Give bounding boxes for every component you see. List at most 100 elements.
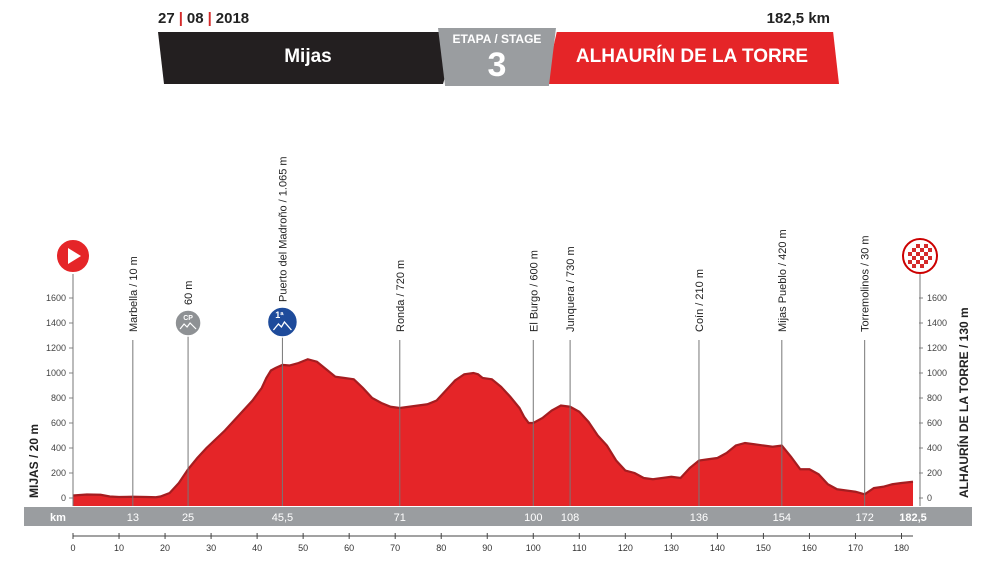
checkered-flag-square [908,260,912,264]
x-tick-label: 110 [572,543,586,553]
x-tick-label: 150 [756,543,771,553]
date-year: 2018 [215,10,250,27]
kom-mountain-glyph [272,320,292,331]
checkered-flag-square [908,252,912,256]
y-tick-label-right: 1000 [927,368,947,378]
checkered-flag-square [912,256,916,260]
date-day: 27 [158,10,175,27]
y-tick-label-right: 1200 [927,343,947,353]
y-axis-label-right: ALHAURÍN DE LA TORRE / 130 m [956,307,971,498]
x-tick-label: 140 [710,543,725,553]
sprint-icon [174,309,202,337]
checkered-flag-square [920,264,924,268]
waypoint-label: 60 m [183,281,195,305]
y-tick-label-right: 400 [927,443,942,453]
waypoint-label: Torremolinos / 30 m [860,235,872,332]
waypoint-label: Marbella / 10 m [128,256,140,332]
checkered-flag-square [920,248,924,252]
kom-icon-label: 1ª [275,310,284,320]
x-tick-label: 160 [802,543,817,553]
waypoint-label: Junquera / 730 m [565,246,577,332]
y-tick-label-right: 1600 [927,293,947,303]
stage-badge: ETAPA / STAGE 3 [438,28,556,86]
finish-city: ALHAURÍN DE LA TORRE [575,46,809,67]
y-tick-label-right: 0 [927,493,932,503]
x-tick-label: 70 [390,543,400,553]
stage-date: 27 | 08 | 2018 [158,10,249,27]
y-tick-label-left: 200 [51,468,66,478]
y-tick-label-left: 1200 [46,343,66,353]
y-tick-label-left: 600 [51,418,66,428]
sprint-mountain-glyph [179,322,197,330]
waypoint-label: Coín / 210 m [694,269,706,332]
x-tick-label: 40 [252,543,262,553]
km-ribbon-mark: 136 [690,512,708,524]
checkered-flag-square [924,252,928,256]
date-month: 08 [186,10,204,27]
x-tick-label: 10 [114,543,124,553]
y-tick-label-right: 800 [927,393,942,403]
stage-distance: 182,5 km [766,10,830,27]
x-tick-label: 20 [160,543,170,553]
km-ribbon-mark: 45,5 [272,512,293,524]
checkered-flag-square [924,260,928,264]
km-ribbon-mark: 172 [855,512,873,524]
y-tick-label-left: 1600 [46,293,66,303]
start-city: Mijas [284,46,332,67]
km-ribbon-mark: 100 [524,512,542,524]
x-tick-label: 0 [70,543,75,553]
date-separator: | [178,10,183,27]
checkered-flag-square [928,248,932,252]
y-tick-label-left: 1400 [46,318,66,328]
finish-city-bar: ALHAURÍN DE LA TORRE [545,32,839,84]
km-ribbon-label: km [50,512,66,524]
play-icon [68,248,81,264]
km-ribbon [24,507,972,526]
start-city-bar: Mijas [158,32,458,84]
checkered-flag-square [912,248,916,252]
checkered-flag-square [912,264,916,268]
y-tick-label-right: 200 [927,468,942,478]
waypoint-label: Ronda / 720 m [395,260,407,332]
x-tick-label: 180 [894,543,909,553]
x-tick-label: 120 [618,543,633,553]
waypoint-label: El Burgo / 600 m [528,250,540,332]
waypoint-label: Puerto del Madroño / 1.065 m [277,156,289,302]
y-tick-label-right: 600 [927,418,942,428]
y-tick-label-right: 1400 [927,318,947,328]
x-tick-label: 80 [436,543,446,553]
km-ribbon-mark: 25 [182,512,194,524]
checkered-flag-square [924,244,928,248]
sprint-icon-label: CP [183,315,193,322]
checkered-flag-square [928,256,932,260]
km-ribbon-mark: 13 [127,512,139,524]
km-ribbon-mark: 154 [773,512,791,524]
x-tick-label: 170 [848,543,863,553]
kom-icon [266,306,299,338]
x-tick-label: 130 [664,543,679,553]
y-tick-label-left: 0 [61,493,66,503]
x-tick-label: 30 [206,543,216,553]
stage-label: ETAPA / STAGE [452,32,542,46]
x-tick-label: 90 [482,543,492,553]
elevation-area [73,359,913,506]
waypoint-label: Mijas Pueblo / 420 m [777,229,789,332]
date-separator: | [207,10,212,27]
stage-number: 3 [487,46,507,84]
checkered-flag-square [916,260,920,264]
checkered-flag-square [920,256,924,260]
km-ribbon-mark: 71 [394,512,406,524]
x-tick-label: 60 [344,543,354,553]
km-ribbon-mark: 108 [561,512,579,524]
km-ribbon-mark: 182,5 [899,512,927,524]
elevation-line [72,358,914,499]
y-axis-label-left: MIJAS / 20 m [27,424,41,498]
x-tick-label: 100 [526,543,541,553]
y-tick-label-left: 400 [51,443,66,453]
x-tick-label: 50 [298,543,308,553]
checkered-flag-square [916,252,920,256]
checkered-flag-square [916,244,920,248]
y-tick-label-left: 800 [51,393,66,403]
y-tick-label-left: 1000 [46,368,66,378]
